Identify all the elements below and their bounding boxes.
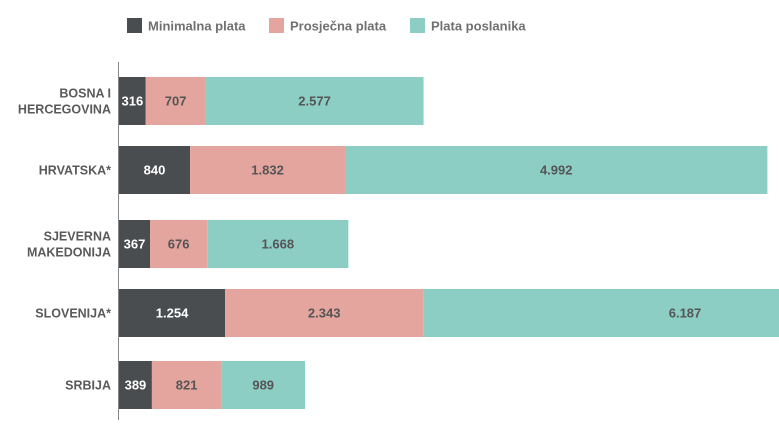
category-label: HRVATSKA* [39,164,111,178]
category-label: BOSNA I [59,87,111,101]
bar-minimalna-plata [119,289,226,337]
bar-minimalna-plata [119,361,152,409]
bar-value-label: 989 [252,378,274,393]
legend: Minimalna plata Prosječna plata Plata posl… [127,18,526,34]
bar-value-label: 6.187 [669,306,702,321]
category-label: SLOVENIJA* [35,307,111,321]
category-label: MAKEDONIJA [27,246,111,260]
bar-value-label: 1.832 [251,163,284,178]
bar-value-label: 389 [125,378,147,393]
bar-minimalna-plata [119,77,146,125]
bar-value-label: 316 [122,94,144,109]
bar-value-label: 4.992 [540,163,573,178]
legend-label-plata-poslanika: Plata poslanika [431,19,526,34]
legend-swatch-minimalna-plata [127,18,142,33]
bar-plata-poslanika [345,146,768,194]
bar-prosjecna-plata [151,361,222,409]
bar-value-label: 2.577 [298,94,331,109]
bar-value-label: 840 [144,163,166,178]
bar-minimalna-plata [119,146,191,194]
bar-value-label: 707 [165,94,187,109]
legend-label-minimalna-plata: Minimalna plata [148,19,246,34]
legend-label-prosjecna-plata: Prosječna plata [290,19,387,34]
bar-value-label: 367 [124,237,146,252]
bar-plata-poslanika [205,77,424,125]
bar-plata-poslanika [207,220,349,268]
bar-value-label: 1.254 [156,306,189,321]
legend-swatch-prosjecna-plata [269,18,284,33]
bar-value-label: 1.668 [262,237,295,252]
category-label: SJEVERNA [44,230,111,244]
bar-value-label: 821 [176,378,198,393]
category-labels: BOSNA I HERCEGOVINA HRVATSKA* SJEVERNA MAKED… [18,87,111,393]
bar-prosjecna-plata [225,289,424,337]
bar-prosjecna-plata [150,220,208,268]
bar-value-label: 676 [168,237,190,252]
category-label: HERCEGOVINA [18,103,111,117]
bar-prosjecna-plata [190,146,346,194]
bar-plata-poslanika [423,289,779,337]
bar-prosjecna-plata [145,77,206,125]
category-label: SRBIJA [65,379,111,393]
bar-plata-poslanika [221,361,306,409]
bar-value-label: 2.343 [308,306,341,321]
legend-swatch-plata-poslanika [410,18,425,33]
bar-minimalna-plata [119,220,151,268]
bars: 316 707 2.577 840 1.832 4.992 367 676 1.668 1.254… [119,77,779,409]
